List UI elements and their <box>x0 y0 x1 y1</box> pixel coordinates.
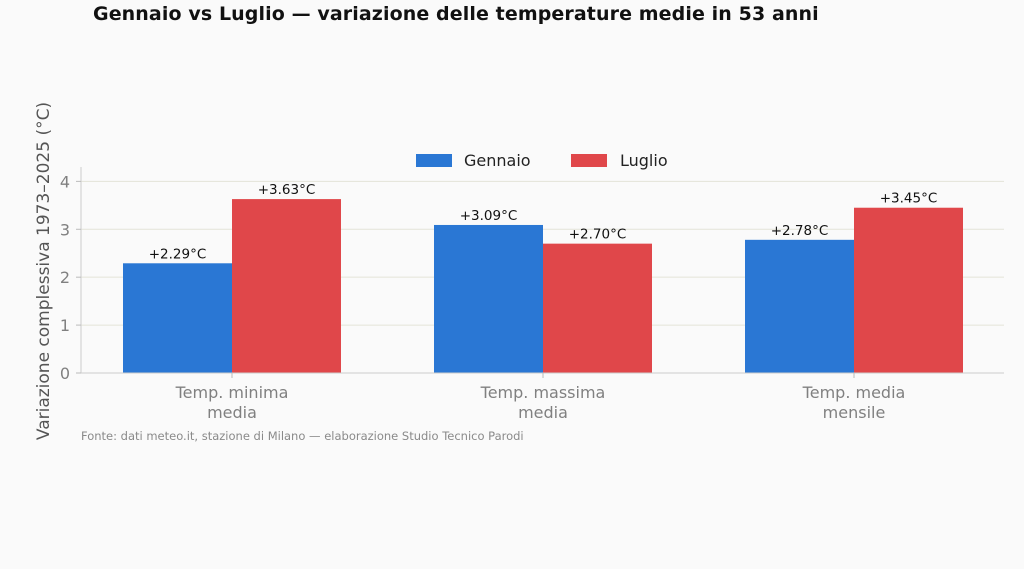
legend-label-gennaio: Gennaio <box>464 151 531 170</box>
bars <box>123 199 963 373</box>
y-tick-label: 4 <box>60 172 70 191</box>
legend-swatch-gennaio <box>416 154 452 167</box>
bar-gennaio-0 <box>123 263 232 373</box>
legend: Gennaio Luglio <box>416 151 668 170</box>
y-tick-label: 3 <box>60 220 70 239</box>
category-label: Temp. massima <box>480 383 606 402</box>
y-axis-label: Variazione complessiva 1973–2025 (°C) <box>34 102 54 440</box>
chart-title: Gennaio vs Luglio — variazione delle tem… <box>93 3 819 25</box>
data-label-luglio-1: +2.70°C <box>569 227 627 243</box>
data-label-gennaio-1: +3.09°C <box>460 208 518 224</box>
bar-gennaio-1 <box>434 224 543 373</box>
y-tick-labels: 0 1 2 3 4 <box>60 172 81 383</box>
y-tick-label: 2 <box>60 268 70 287</box>
data-label-luglio-0: +3.63°C <box>258 182 316 198</box>
data-label-luglio-2: +3.45°C <box>880 191 938 207</box>
legend-swatch-luglio <box>571 154 607 167</box>
y-tick-label: 1 <box>60 316 70 335</box>
bar-gennaio-2 <box>745 239 854 373</box>
category-label: media <box>207 403 257 422</box>
category-label: media <box>518 403 568 422</box>
source-note: Fonte: dati meteo.it, stazione di Milano… <box>81 429 524 443</box>
bar-luglio-2 <box>854 207 963 373</box>
data-label-gennaio-2: +2.78°C <box>771 223 829 239</box>
category-label: Temp. media <box>802 383 906 402</box>
y-tick-label: 0 <box>60 364 70 383</box>
legend-label-luglio: Luglio <box>620 151 668 170</box>
category-label: mensile <box>823 403 886 422</box>
category-label: Temp. minima <box>175 383 289 402</box>
bar-luglio-0 <box>232 199 341 373</box>
data-label-gennaio-0: +2.29°C <box>149 246 207 262</box>
data-labels: +2.29°C +3.09°C +2.78°C +3.63°C +2.70°C +3.45… <box>149 182 938 262</box>
bar-luglio-1 <box>543 243 652 373</box>
